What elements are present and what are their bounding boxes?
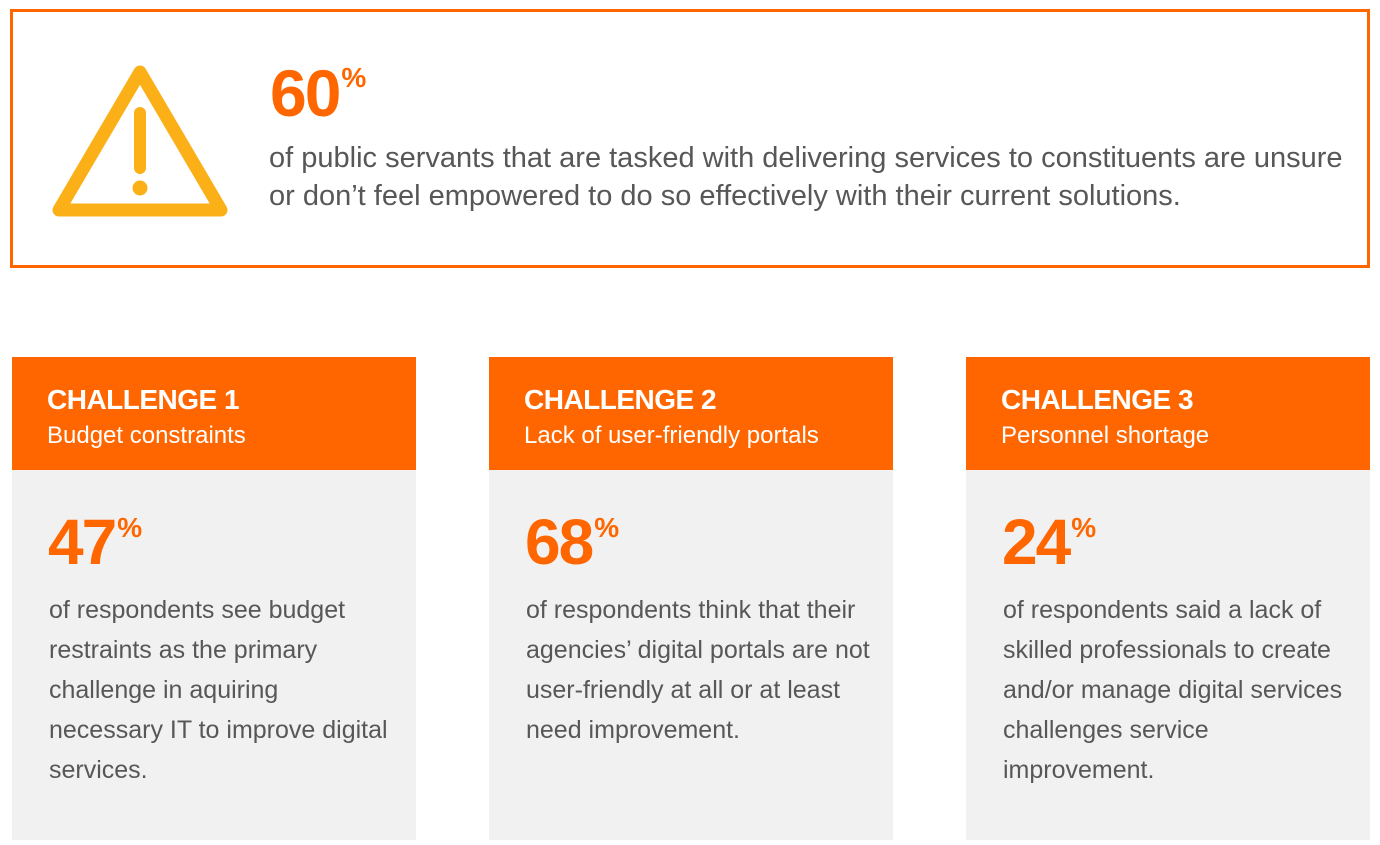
card-description: of respondents see budget restraints as … <box>49 596 388 784</box>
card-title: CHALLENGE 2 <box>524 384 717 415</box>
card-stat-unit: % <box>594 512 620 543</box>
card-description: of respondents think that their agencies… <box>526 596 870 744</box>
card-stat: 47% <box>48 510 142 574</box>
card-header: CHALLENGE 3 Personnel shortage <box>966 357 1370 470</box>
banner-stat-unit: % <box>341 62 367 93</box>
card-title: CHALLENGE 3 <box>1001 384 1194 415</box>
card-header: CHALLENGE 2 Lack of user-friendly portal… <box>489 357 893 470</box>
banner-stat: 60% <box>270 60 366 126</box>
challenge-card-3: CHALLENGE 3 Personnel shortage 24% of re… <box>966 357 1370 840</box>
card-description: of respondents said a lack of skilled pr… <box>1003 596 1343 784</box>
card-stat-value: 68 <box>525 506 594 578</box>
card-stat-value: 47 <box>48 506 117 578</box>
card-title: CHALLENGE 1 <box>47 384 240 415</box>
challenge-card-2: CHALLENGE 2 Lack of user-friendly portal… <box>489 357 893 840</box>
stat-banner: 60% of public servants that are tasked w… <box>10 9 1370 268</box>
card-stat: 24% <box>1002 510 1096 574</box>
card-stat-unit: % <box>117 512 143 543</box>
banner-stat-value: 60 <box>270 56 341 130</box>
challenge-card-1: CHALLENGE 1 Budget constraints 47% of re… <box>12 357 416 840</box>
banner-description: of public servants that are tasked with … <box>269 142 1343 212</box>
card-subtitle: Personnel shortage <box>1001 422 1210 449</box>
card-stat-value: 24 <box>1002 506 1071 578</box>
card-subtitle: Lack of user-friendly portals <box>524 422 819 449</box>
warning-triangle-icon <box>52 65 228 217</box>
card-stat-unit: % <box>1071 512 1097 543</box>
card-subtitle: Budget constraints <box>47 422 246 449</box>
card-header: CHALLENGE 1 Budget constraints <box>12 357 416 470</box>
card-stat: 68% <box>525 510 619 574</box>
